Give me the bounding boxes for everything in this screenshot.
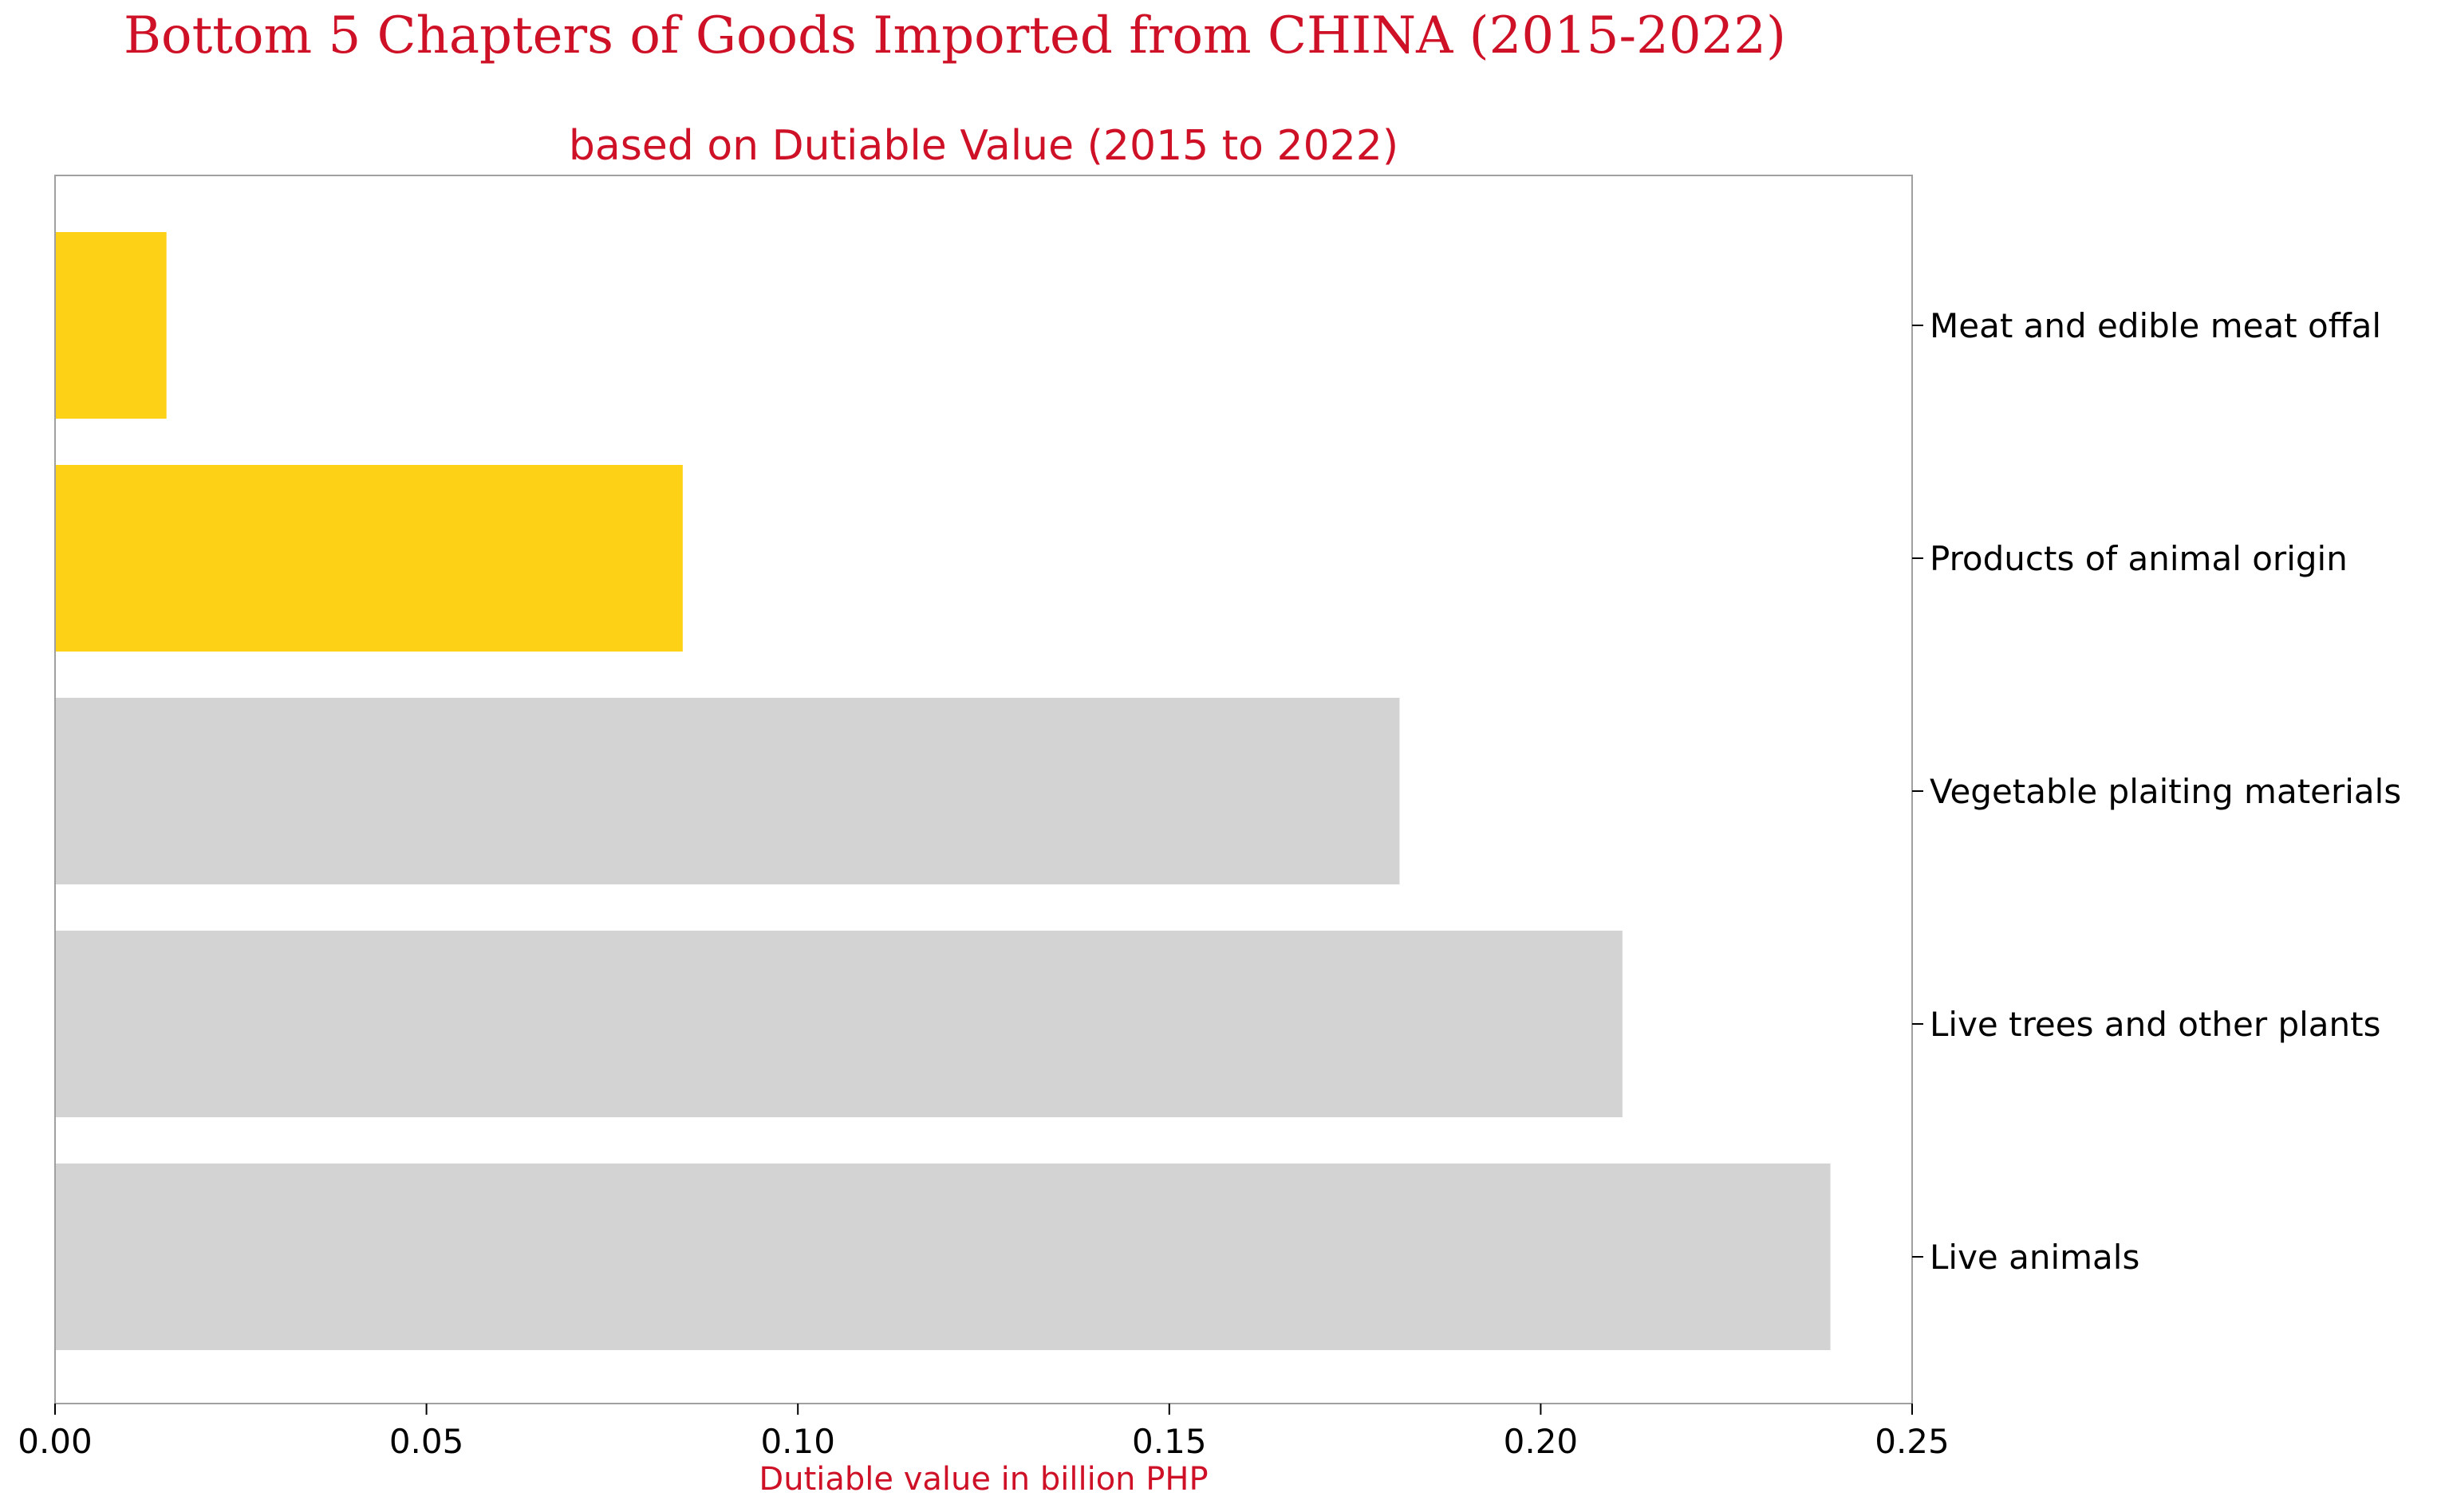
x-axis-label: Dutiable value in billion PHP [759,1461,1208,1498]
chart-title: Bottom 5 Chapters of Goods Imported from… [124,6,1786,65]
y-tick-label: Vegetable plaiting materials [1930,772,2401,811]
y-tick-label: Products of animal origin [1930,539,2348,578]
x-tick-label: 0.25 [1875,1422,1950,1461]
x-tick-label: 0.10 [760,1422,835,1461]
y-tick-label: Live trees and other plants [1930,1005,2380,1044]
y-tick-label: Live animals [1930,1238,2139,1277]
x-tick-label: 0.00 [18,1422,93,1461]
y-axis: Meat and edible meat offal Products of an… [1912,306,2401,1277]
x-axis: 0.00 0.05 0.10 0.15 0.20 0.25 [18,1404,1950,1461]
x-tick-label: 0.05 [389,1422,464,1461]
bar-live-trees-and-other-plants [55,931,1623,1117]
x-tick-label: 0.20 [1504,1422,1579,1461]
bar-vegetable-plaiting-materials [55,698,1400,884]
chart-subtitle: based on Dutiable Value (2015 to 2022) [569,122,1398,170]
bar-meat-and-edible-meat-offal [55,232,167,419]
bars-group [55,232,1831,1350]
bar-products-of-animal-origin [55,465,683,652]
plot-frame [54,175,1913,1404]
y-tick-label: Meat and edible meat offal [1930,306,2381,345]
bar-live-animals [55,1164,1831,1350]
x-tick-label: 0.15 [1132,1422,1207,1461]
